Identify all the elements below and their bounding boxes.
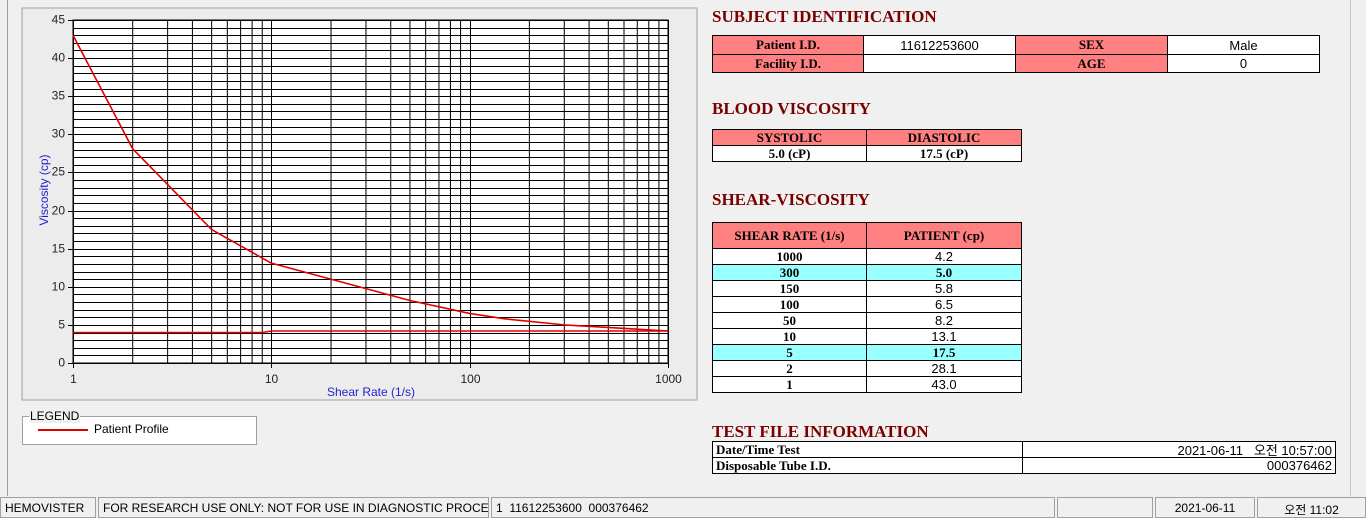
series-line bbox=[72, 34, 669, 332]
table-cell: 150 bbox=[712, 280, 867, 297]
table-cell: 8.2 bbox=[866, 312, 1022, 329]
table-cell: Date/Time Test bbox=[712, 441, 1023, 458]
table-cell: Facility I.D. bbox=[712, 54, 864, 73]
chart: Shear Rate (1/s) Viscosity (cp) 0 5 10 15 20… bbox=[21, 7, 698, 401]
x-tick-label: 1 bbox=[70, 372, 77, 386]
table-cell: 300 bbox=[712, 264, 867, 281]
table-cell: 2 bbox=[712, 360, 867, 377]
y-tick-label: 30 bbox=[52, 127, 66, 141]
table-cell: 6.5 bbox=[866, 296, 1022, 313]
table-cell: 100 bbox=[712, 296, 867, 313]
table-cell: 4.2 bbox=[866, 248, 1022, 265]
table-cell: 13.1 bbox=[866, 328, 1022, 345]
table-cell: 5.8 bbox=[866, 280, 1022, 297]
legend: LEGEND Patient Profile bbox=[22, 409, 257, 445]
legend-swatch bbox=[38, 429, 88, 431]
section-title: SHEAR-VISCOSITY bbox=[712, 190, 870, 209]
right-edge bbox=[1350, 0, 1351, 496]
y-tick-label: 15 bbox=[52, 242, 66, 256]
left-panel bbox=[7, 0, 705, 496]
table-cell: 0 bbox=[1167, 54, 1320, 73]
y-tick-label: 40 bbox=[52, 51, 66, 65]
status-cell: HEMOVISTER bbox=[0, 497, 96, 518]
plot-area bbox=[73, 20, 668, 363]
status-cell: 오전 11:02 bbox=[1257, 497, 1366, 518]
table-cell: 5.0 bbox=[866, 264, 1022, 281]
table-cell: SYSTOLIC bbox=[712, 129, 867, 146]
table-cell: Male bbox=[1167, 35, 1320, 55]
x-tick-label: 100 bbox=[460, 372, 480, 386]
y-tick-label: 45 bbox=[52, 13, 66, 27]
table-cell: Disposable Tube I.D. bbox=[712, 457, 1023, 474]
table-cell: AGE bbox=[1015, 54, 1168, 73]
table-cell: 17.5 (cP) bbox=[866, 145, 1022, 162]
legend-items: Patient Profile bbox=[23, 417, 256, 444]
y-tick-label: 0 bbox=[58, 356, 65, 370]
table-cell: 2021-06-11 오전 10:57:00 bbox=[1022, 441, 1336, 458]
status-cell: 2021-06-11 bbox=[1155, 497, 1255, 518]
table-cell: 11612253600 bbox=[863, 35, 1016, 55]
y-tick-label: 20 bbox=[52, 204, 66, 218]
y-tick-label: 35 bbox=[52, 89, 66, 103]
table-cell bbox=[863, 54, 1016, 73]
table-cell: SEX bbox=[1015, 35, 1168, 55]
table-cell: 5.0 (cP) bbox=[712, 145, 867, 162]
section-title: SUBJECT IDENTIFICATION bbox=[712, 7, 937, 26]
table-cell: 28.1 bbox=[866, 360, 1022, 377]
x-tick-label: 1000 bbox=[655, 372, 682, 386]
section-title: TEST FILE INFORMATION bbox=[712, 422, 929, 441]
y-tick-label: 5 bbox=[58, 318, 65, 332]
status-cell: FOR RESEARCH USE ONLY: NOT FOR USE IN DI… bbox=[98, 497, 489, 518]
table-cell: 50 bbox=[712, 312, 867, 329]
table-cell: 5 bbox=[712, 344, 867, 361]
legend-label: Patient Profile bbox=[94, 422, 169, 436]
table-cell: 1 bbox=[712, 376, 867, 393]
table-cell: 000376462 bbox=[1022, 457, 1336, 474]
table-cell: PATIENT (cp) bbox=[866, 222, 1022, 249]
y-tick-label: 25 bbox=[52, 165, 66, 179]
table-cell: 43.0 bbox=[866, 376, 1022, 393]
x-tick-label: 10 bbox=[265, 372, 279, 386]
table-cell: 1000 bbox=[712, 248, 867, 265]
y-axis-title: Viscosity (cp) bbox=[37, 154, 51, 225]
table-cell: SHEAR RATE (1/s) bbox=[712, 222, 867, 249]
table-cell: DIASTOLIC bbox=[866, 129, 1022, 146]
table-cell: 10 bbox=[712, 328, 867, 345]
x-axis-title: Shear Rate (1/s) bbox=[327, 385, 415, 399]
table-cell: Patient I.D. bbox=[712, 35, 864, 55]
table-cell: 17.5 bbox=[866, 344, 1022, 361]
status-cell bbox=[1057, 497, 1153, 518]
status-cell: 1 11612253600 000376462 bbox=[491, 497, 1055, 518]
plot-border bbox=[72, 19, 669, 364]
section-title: BLOOD VISCOSITY bbox=[712, 99, 871, 118]
series-line bbox=[73, 330, 668, 334]
y-tick-label: 10 bbox=[52, 280, 66, 294]
legend-title: LEGEND bbox=[29, 409, 81, 423]
